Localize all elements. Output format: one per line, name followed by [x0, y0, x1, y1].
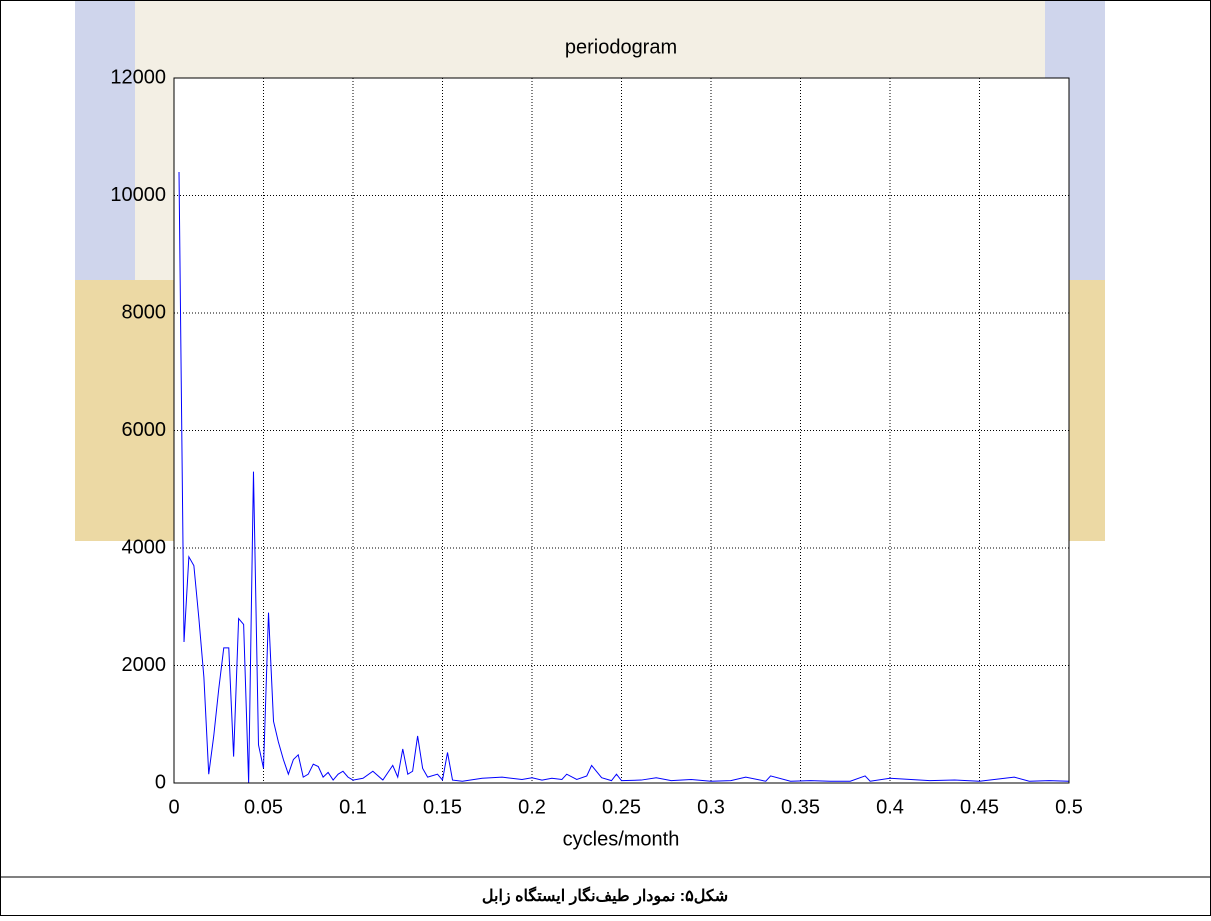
y-tick-label: 12000	[110, 66, 166, 88]
x-tick-label: 0.4	[876, 796, 904, 818]
x-axis-label: cycles/month	[563, 828, 680, 850]
x-tick-label: 0.5	[1055, 796, 1083, 818]
x-tick-label: 0.35	[781, 796, 820, 818]
x-tick-label: 0.3	[697, 796, 725, 818]
x-tick-label: 0.25	[602, 796, 641, 818]
y-tick-label: 4000	[122, 536, 167, 558]
x-tick-label: 0.15	[423, 796, 462, 818]
chart-title: periodogram	[565, 36, 677, 58]
x-tick-label: 0.2	[518, 796, 546, 818]
x-tick-label: 0	[168, 796, 179, 818]
x-tick-label: 0.1	[339, 796, 367, 818]
caption: شکل۵: نمودار طیف‌نگار ایستگاه زابل	[482, 886, 728, 906]
x-tick-label: 0.05	[244, 796, 283, 818]
y-tick-label: 2000	[122, 654, 167, 676]
y-tick-label: 10000	[110, 184, 166, 206]
series-line	[178, 171, 1070, 784]
axes-box	[173, 77, 1070, 784]
y-tick-label: 8000	[122, 301, 167, 323]
x-tick-label: 0.45	[960, 796, 999, 818]
y-tick-label: 6000	[122, 419, 167, 441]
y-tick-label: 0	[155, 771, 166, 793]
